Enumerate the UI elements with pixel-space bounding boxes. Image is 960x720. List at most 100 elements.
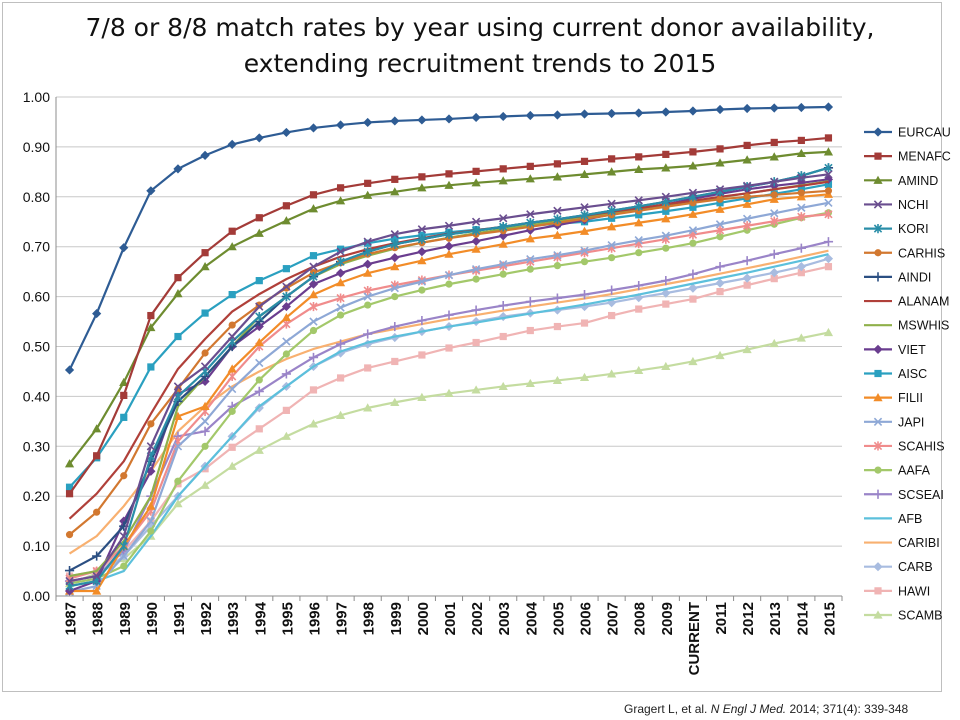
data-point bbox=[873, 272, 883, 282]
data-point bbox=[688, 106, 698, 116]
data-point bbox=[335, 268, 346, 278]
legend-item: SCAHIS bbox=[864, 439, 945, 453]
legend-label: VIET bbox=[898, 343, 926, 357]
data-point bbox=[661, 107, 671, 117]
x-tick-label: 1989 bbox=[117, 602, 134, 635]
data-point bbox=[119, 541, 128, 551]
x-tick-label: 1988 bbox=[90, 602, 107, 635]
legend-label: HAWI bbox=[898, 584, 930, 598]
data-point bbox=[417, 277, 427, 286]
x-tick-label: 1998 bbox=[361, 602, 378, 635]
data-point bbox=[635, 153, 643, 161]
data-point bbox=[742, 103, 752, 114]
data-point bbox=[824, 209, 833, 219]
y-tick-label: 0.00 bbox=[23, 588, 50, 604]
data-point bbox=[824, 134, 833, 142]
data-point bbox=[308, 204, 319, 213]
data-point bbox=[471, 305, 481, 315]
series-kori bbox=[65, 163, 833, 591]
y-tick-label: 0.50 bbox=[23, 339, 50, 355]
data-point bbox=[742, 344, 752, 354]
data-point bbox=[418, 173, 426, 181]
data-point bbox=[200, 417, 210, 426]
data-point bbox=[579, 169, 590, 178]
data-point bbox=[390, 116, 400, 126]
data-point bbox=[471, 217, 481, 226]
data-point bbox=[471, 385, 481, 394]
legend-item: CARHIS bbox=[864, 246, 945, 260]
legend-label: AINDI bbox=[898, 270, 931, 284]
data-point bbox=[120, 413, 128, 421]
data-point bbox=[472, 275, 480, 283]
data-point bbox=[770, 216, 779, 226]
data-point bbox=[796, 243, 806, 253]
data-point bbox=[552, 172, 563, 181]
legend-label: MSWHIS bbox=[898, 319, 949, 333]
data-point bbox=[769, 268, 779, 278]
legend-item: NCHI bbox=[864, 198, 929, 212]
data-point bbox=[634, 108, 644, 118]
data-point bbox=[255, 214, 263, 222]
data-point bbox=[553, 322, 562, 331]
data-point bbox=[580, 157, 589, 165]
axes bbox=[55, 97, 843, 601]
data-point bbox=[688, 283, 698, 293]
data-point bbox=[873, 393, 883, 402]
data-point bbox=[715, 185, 725, 194]
data-point bbox=[391, 235, 399, 243]
x-tick-label: 2000 bbox=[415, 602, 432, 635]
data-point bbox=[255, 425, 263, 433]
data-point bbox=[308, 290, 319, 299]
data-point bbox=[336, 245, 345, 253]
legend-item: MENAFC bbox=[864, 150, 951, 164]
data-point bbox=[797, 203, 806, 212]
data-point bbox=[689, 148, 697, 156]
data-point bbox=[770, 138, 778, 147]
data-point bbox=[254, 445, 264, 454]
data-point bbox=[499, 259, 508, 269]
data-point bbox=[444, 241, 454, 251]
data-point bbox=[688, 209, 698, 218]
data-point bbox=[308, 419, 319, 428]
data-point bbox=[824, 180, 833, 188]
data-point bbox=[634, 164, 644, 173]
data-point bbox=[635, 249, 643, 257]
x-tick-label: 2013 bbox=[767, 602, 784, 635]
data-point bbox=[201, 309, 209, 317]
data-point bbox=[255, 277, 263, 285]
data-point bbox=[119, 243, 129, 253]
data-point bbox=[390, 230, 399, 239]
x-tick-label: CURRENT bbox=[686, 602, 703, 675]
data-point bbox=[824, 263, 833, 271]
data-point bbox=[146, 501, 156, 510]
chart-title: 7/8 or 8/8 match rates by year using cur… bbox=[60, 10, 900, 82]
series-nchi bbox=[65, 170, 833, 586]
data-point bbox=[607, 206, 616, 216]
data-point bbox=[715, 262, 725, 272]
legend-item: AISC bbox=[864, 367, 927, 381]
data-point bbox=[390, 262, 400, 271]
data-point bbox=[309, 326, 318, 335]
data-point bbox=[553, 206, 562, 215]
data-point bbox=[227, 139, 237, 150]
data-point bbox=[607, 285, 617, 295]
citation-journal: N Engl J Med. bbox=[710, 702, 787, 716]
data-point bbox=[147, 420, 155, 428]
legend-label: MENAFC bbox=[898, 150, 951, 164]
legend-item: AFB bbox=[864, 512, 922, 526]
data-point bbox=[661, 231, 670, 240]
data-point bbox=[254, 337, 264, 347]
data-point bbox=[390, 397, 400, 406]
data-point bbox=[363, 190, 373, 199]
data-point bbox=[363, 247, 372, 257]
data-point bbox=[498, 300, 508, 311]
data-point bbox=[64, 365, 75, 375]
data-point bbox=[607, 241, 616, 250]
series-scseai bbox=[64, 237, 834, 586]
data-point bbox=[770, 209, 779, 218]
data-point bbox=[336, 247, 345, 256]
data-point bbox=[526, 265, 534, 273]
data-point bbox=[823, 147, 834, 156]
data-point bbox=[824, 187, 833, 195]
x-tick-label: 1997 bbox=[334, 602, 351, 635]
